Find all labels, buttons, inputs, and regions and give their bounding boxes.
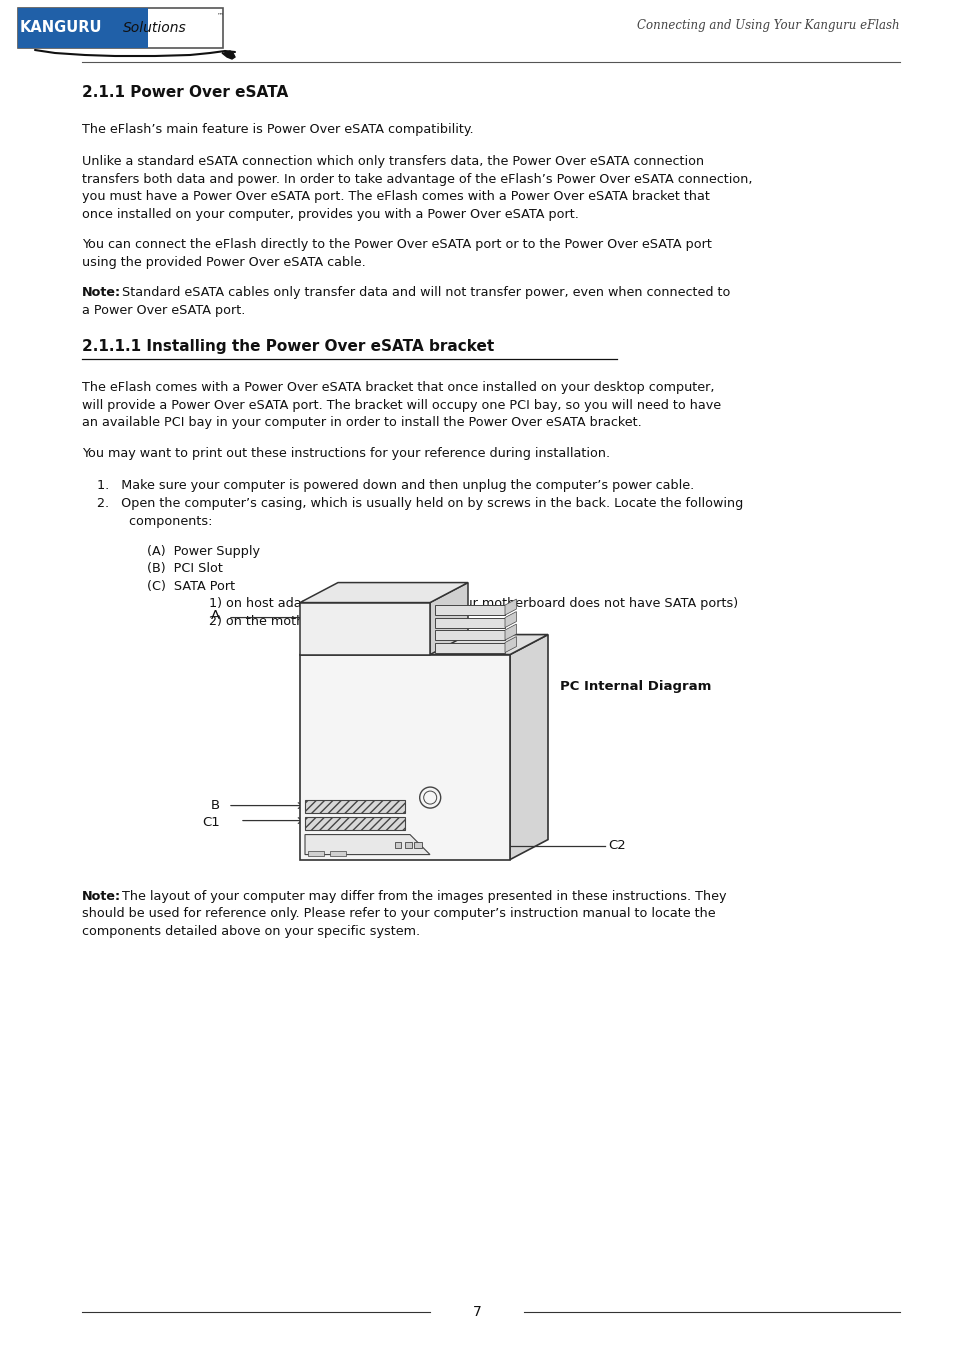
Text: you must have a Power Over eSATA port. The eFlash comes with a Power Over eSATA : you must have a Power Over eSATA port. T… [82, 190, 709, 202]
FancyBboxPatch shape [404, 842, 411, 848]
Text: transfers both data and power. In order to take advantage of the eFlash’s Power : transfers both data and power. In order … [82, 173, 752, 185]
FancyBboxPatch shape [18, 8, 223, 49]
Text: The layout of your computer may differ from the images presented in these instru: The layout of your computer may differ f… [118, 890, 726, 903]
Text: 2) on the mother board: 2) on the mother board [177, 614, 358, 628]
Polygon shape [299, 655, 510, 860]
Text: C1: C1 [202, 817, 220, 829]
Text: Unlike a standard eSATA connection which only transfers data, the Power Over eSA: Unlike a standard eSATA connection which… [82, 155, 703, 167]
Text: will provide a Power Over eSATA port. The bracket will occupy one PCI bay, so yo: will provide a Power Over eSATA port. Th… [82, 398, 720, 412]
Text: once installed on your computer, provides you with a Power Over eSATA port.: once installed on your computer, provide… [82, 208, 578, 220]
Polygon shape [299, 634, 547, 655]
FancyBboxPatch shape [330, 850, 346, 856]
Text: A: A [211, 609, 220, 622]
Text: 1) on host adapter (only necessary if your motherboard does not have SATA ports): 1) on host adapter (only necessary if yo… [177, 597, 738, 610]
Text: using the provided Power Over eSATA cable.: using the provided Power Over eSATA cabl… [82, 255, 365, 269]
Polygon shape [299, 602, 430, 655]
Text: 2.1.1.1 Installing the Power Over eSATA bracket: 2.1.1.1 Installing the Power Over eSATA … [82, 339, 494, 354]
Polygon shape [430, 583, 468, 655]
Polygon shape [510, 634, 547, 860]
Text: Solutions: Solutions [123, 22, 187, 35]
Polygon shape [504, 612, 516, 628]
Text: Connecting and Using Your Kanguru eFlash: Connecting and Using Your Kanguru eFlash [637, 19, 899, 32]
Text: B: B [211, 799, 220, 813]
Polygon shape [435, 643, 504, 652]
Polygon shape [435, 605, 504, 616]
Polygon shape [305, 817, 405, 830]
Text: (B)  PCI Slot: (B) PCI Slot [147, 562, 223, 575]
FancyBboxPatch shape [414, 842, 421, 848]
Text: The eFlash’s main feature is Power Over eSATA compatibility.: The eFlash’s main feature is Power Over … [82, 123, 473, 136]
Text: Note:: Note: [82, 286, 121, 300]
Text: 7: 7 [472, 1305, 481, 1319]
Text: KANGURU: KANGURU [20, 20, 102, 35]
Text: You may want to print out these instructions for your reference during installat: You may want to print out these instruct… [82, 447, 610, 460]
Polygon shape [504, 599, 516, 616]
Text: should be used for reference only. Please refer to your computer’s instruction m: should be used for reference only. Pleas… [82, 907, 715, 921]
Text: PC Internal Diagram: PC Internal Diagram [559, 679, 711, 693]
Text: The eFlash comes with a Power Over eSATA bracket that once installed on your des: The eFlash comes with a Power Over eSATA… [82, 381, 714, 394]
Text: 2.1.1 Power Over eSATA: 2.1.1 Power Over eSATA [82, 85, 288, 100]
Text: a Power Over eSATA port.: a Power Over eSATA port. [82, 304, 245, 317]
Polygon shape [305, 799, 405, 813]
Text: components detailed above on your specific system.: components detailed above on your specif… [82, 925, 419, 938]
FancyBboxPatch shape [308, 850, 324, 856]
Polygon shape [299, 583, 468, 602]
Text: 2.   Open the computer’s casing, which is usually held on by screws in the back.: 2. Open the computer’s casing, which is … [97, 497, 742, 510]
Polygon shape [222, 51, 234, 59]
Text: (C)  SATA Port: (C) SATA Port [147, 579, 234, 593]
Polygon shape [305, 834, 430, 855]
FancyBboxPatch shape [18, 8, 148, 49]
FancyBboxPatch shape [395, 842, 401, 848]
Text: ™: ™ [216, 12, 224, 18]
Text: components:: components: [97, 514, 213, 528]
Polygon shape [435, 630, 504, 640]
Polygon shape [504, 624, 516, 640]
Text: an available PCI bay in your computer in order to install the Power Over eSATA b: an available PCI bay in your computer in… [82, 416, 641, 429]
Text: (A)  Power Supply: (A) Power Supply [147, 544, 260, 558]
Text: Standard eSATA cables only transfer data and will not transfer power, even when : Standard eSATA cables only transfer data… [118, 286, 730, 300]
Polygon shape [504, 637, 516, 652]
Text: You can connect the eFlash directly to the Power Over eSATA port or to the Power: You can connect the eFlash directly to t… [82, 238, 711, 251]
Text: C2: C2 [607, 840, 625, 852]
Text: 1.   Make sure your computer is powered down and then unplug the computer’s powe: 1. Make sure your computer is powered do… [97, 479, 694, 491]
Text: Note:: Note: [82, 890, 121, 903]
Polygon shape [435, 617, 504, 628]
